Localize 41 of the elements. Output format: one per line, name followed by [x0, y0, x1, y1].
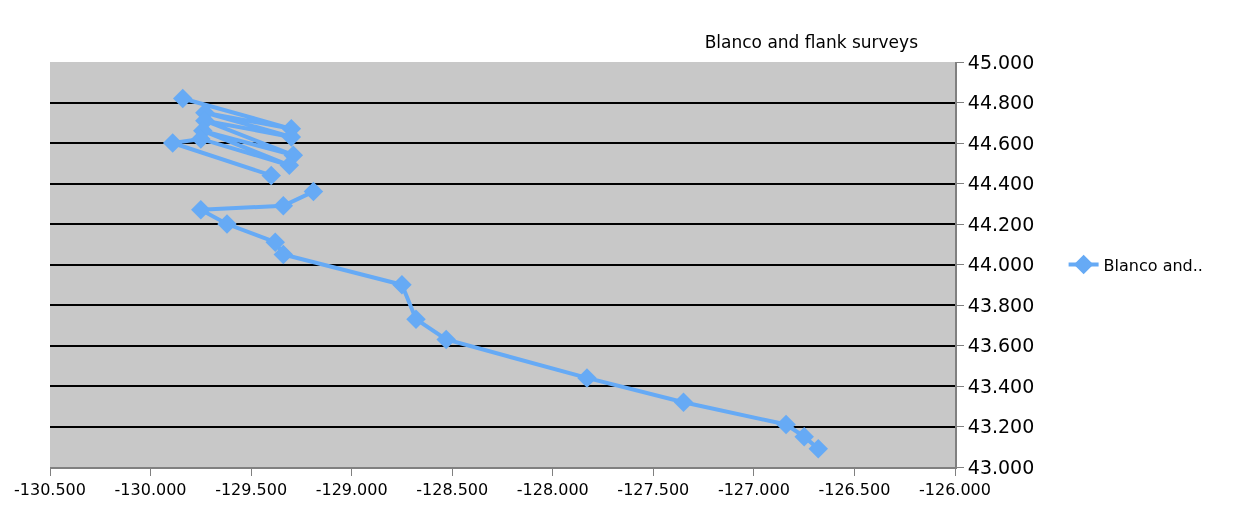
- x-tick-label: -127.000: [717, 480, 790, 500]
- x-tick-label: -126.500: [818, 480, 891, 500]
- point: [776, 414, 796, 435]
- point: [217, 214, 237, 234]
- point: [279, 155, 300, 176]
- x-tick-label: -129.500: [215, 480, 288, 500]
- x-tick-label: -128.000: [516, 480, 589, 500]
- x-tick-label: -130.000: [114, 480, 187, 500]
- point: [808, 439, 828, 459]
- point: [172, 88, 193, 109]
- x-tick-label: -130.500: [14, 480, 86, 500]
- x-tick-label: -126.000: [919, 480, 991, 500]
- y-tick-label: 44.600: [967, 131, 1035, 154]
- point: [303, 181, 324, 202]
- y-tick-label: 44.400: [967, 172, 1035, 195]
- point: [436, 329, 456, 350]
- point: [577, 368, 597, 388]
- y-tick-label: 43.600: [967, 334, 1035, 357]
- y-tick-label: 44.200: [967, 212, 1035, 235]
- legend-label: Blanco and..: [1103, 255, 1203, 275]
- y-tick-label: 45.000: [967, 50, 1035, 73]
- point: [273, 196, 294, 216]
- point: [191, 200, 211, 220]
- point: [673, 392, 694, 412]
- point: [261, 165, 281, 186]
- point: [406, 309, 426, 329]
- y-tick-label: 43.400: [967, 374, 1035, 397]
- point: [392, 275, 412, 295]
- chart-title: Blanco and flank surveys: [704, 31, 919, 52]
- y-tick-label: 44.000: [967, 253, 1035, 276]
- point: [273, 244, 294, 265]
- point: [794, 426, 814, 447]
- x-tick-label: -129.000: [315, 480, 388, 500]
- y-tick-label: 43.000: [967, 455, 1035, 478]
- y-tick-label: 43.200: [967, 415, 1035, 438]
- point: [162, 133, 183, 153]
- point: [265, 232, 285, 252]
- y-tick-label: 43.800: [967, 293, 1035, 316]
- y-tick-label: 44.800: [967, 91, 1035, 114]
- x-tick-label: -127.500: [617, 480, 690, 500]
- x-tick-label: -128.500: [416, 480, 489, 500]
